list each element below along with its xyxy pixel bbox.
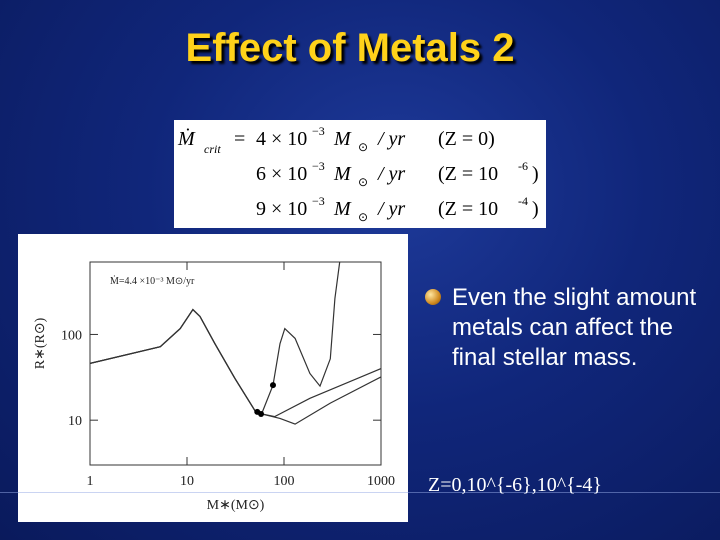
y-axis-label: R∗(R⊙) [33, 317, 48, 369]
equation-row: 6 × 10 −3 M ⊙ / yr (Z = 10 -6) [174, 159, 546, 193]
exponent: −3 [312, 124, 325, 138]
bullet-text: Even the slight amount metals can affect… [452, 284, 697, 371]
lhs-sub: crit [204, 142, 221, 156]
caption: Z=0,10^{-6},10^{-4} [428, 474, 602, 496]
unit: M [334, 163, 351, 185]
mantissa: 9 × 10 [256, 198, 308, 220]
condition: (Z = 10 [438, 163, 499, 185]
marker [269, 382, 276, 389]
equation-row: 9 × 10 −3 M ⊙ / yr (Z = 10 -4) [174, 194, 546, 228]
unit-sub: ⊙ [358, 210, 369, 224]
bullet-icon [425, 289, 441, 305]
chart: 1 10 100 1000 10 100 M∗(M⊙) R∗(R⊙) Ṁ=4.4 ×10⁻³ M… [18, 234, 408, 522]
x-axis-label: M∗(M⊙) [207, 498, 265, 513]
slide-title: Effect of Metals 2 [185, 26, 515, 70]
y-tick-label: 10 [68, 414, 82, 429]
curve [90, 308, 381, 418]
lhs: Ṁ [178, 128, 195, 150]
unit-sub: ⊙ [358, 175, 369, 189]
plot-frame [89, 261, 382, 466]
mantissa: 6 × 10 [256, 163, 308, 185]
marker [258, 411, 265, 418]
curve [90, 308, 381, 425]
x-tick-label: 1 [87, 474, 94, 489]
equation-row: Ṁ crit = 4 × 10 −3 M ⊙ / yr (Z = 0) [174, 124, 546, 158]
condition-exp: -6 [518, 159, 528, 173]
exponent: −3 [312, 159, 325, 173]
per: / yr [378, 128, 406, 150]
condition-exp: -4 [518, 194, 528, 208]
equation-box: Ṁ crit = 4 × 10 −3 M ⊙ / yr (Z = 0) 6 × 10 −3 M… [174, 120, 546, 228]
condition-close: ) [532, 163, 539, 185]
x-tick-label: 10 [180, 474, 194, 489]
curve [90, 262, 341, 415]
x-tick-label: 100 [274, 474, 295, 489]
y-tick-label: 100 [61, 328, 82, 343]
per: / yr [378, 198, 406, 220]
condition: (Z = 0) [438, 128, 495, 150]
unit-sub: ⊙ [358, 140, 369, 154]
equals: = [234, 128, 246, 150]
x-tick-label: 1000 [367, 474, 395, 489]
condition-close: ) [532, 198, 539, 220]
condition: (Z = 10 [438, 198, 499, 220]
per: / yr [378, 163, 406, 185]
exponent: −3 [312, 194, 325, 208]
unit: M [334, 198, 351, 220]
unit: M [334, 128, 351, 150]
divider [0, 492, 720, 493]
annotation: Ṁ=4.4 ×10⁻³ M⊙/yr [110, 275, 195, 287]
mantissa: 4 × 10 [256, 128, 308, 150]
